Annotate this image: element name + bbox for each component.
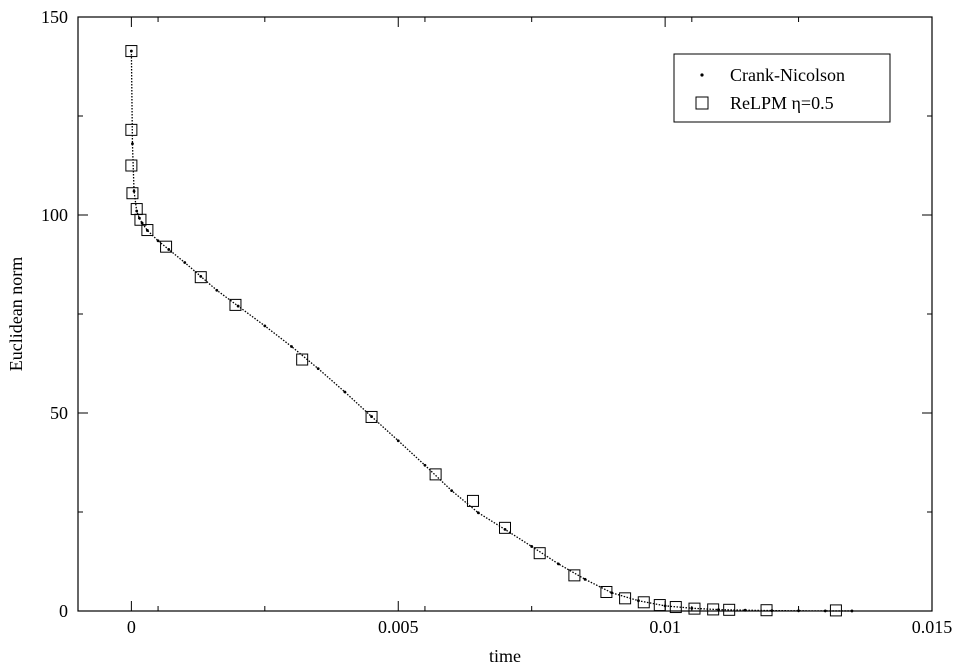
- data-point-crank-nicolson: [797, 609, 800, 613]
- data-point-relpm: [707, 603, 720, 616]
- y-tick-label: 150: [41, 7, 68, 27]
- data-point-relpm: [130, 203, 143, 216]
- data-point-crank-nicolson: [503, 528, 507, 531]
- x-tick-label: 0.005: [378, 617, 419, 637]
- axis-tick-labels: 0 0.005 0.01 0.015 0 50 100 150: [41, 7, 952, 637]
- data-point-relpm: [429, 468, 442, 481]
- y-tick-label: 100: [41, 205, 68, 225]
- data-point-crank-nicolson: [135, 209, 139, 213]
- data-point-crank-nicolson: [423, 463, 427, 467]
- data-point-relpm: [723, 603, 736, 616]
- x-axis-label: time: [489, 646, 521, 666]
- data-point-relpm: [125, 123, 138, 136]
- data-point-crank-nicolson: [823, 609, 827, 613]
- data-point-crank-nicolson: [183, 261, 187, 264]
- data-point-relpm: [619, 592, 632, 605]
- y-tick-label: 0: [59, 601, 68, 621]
- series-points-relpm: [125, 45, 842, 617]
- data-point-relpm: [141, 224, 154, 237]
- data-point-relpm: [688, 602, 701, 615]
- data-point-relpm: [365, 410, 378, 423]
- data-point-crank-nicolson: [215, 288, 219, 292]
- data-point-relpm: [653, 599, 666, 612]
- data-point-crank-nicolson: [316, 367, 320, 371]
- data-point-crank-nicolson: [476, 511, 480, 515]
- series-points-crank-nicolson: [129, 49, 854, 613]
- data-point-relpm: [466, 494, 479, 507]
- data-point-relpm: [533, 547, 546, 560]
- data-point-relpm: [134, 213, 147, 226]
- data-point-crank-nicolson: [556, 562, 560, 566]
- data-point-relpm: [499, 521, 511, 534]
- legend-label-crank-nicolson: Crank-Nicolson: [730, 65, 845, 85]
- data-point-crank-nicolson: [236, 304, 240, 308]
- data-point-crank-nicolson: [145, 229, 149, 232]
- data-point-relpm: [160, 240, 173, 253]
- data-point-crank-nicolson: [167, 248, 171, 251]
- data-point-crank-nicolson: [263, 324, 267, 328]
- data-point-relpm: [126, 187, 139, 200]
- x-tick-label: 0: [127, 617, 136, 637]
- data-point-crank-nicolson: [140, 221, 144, 225]
- legend-label-relpm: ReLPM η=0.5: [730, 93, 834, 113]
- data-point-crank-nicolson: [132, 189, 136, 193]
- data-point-relpm: [669, 601, 682, 614]
- legend-marker-crank-nicolson: [700, 73, 704, 77]
- series-line-crank-nicolson: [130, 51, 852, 612]
- data-point-relpm: [637, 596, 650, 609]
- legend-box: [673, 53, 891, 123]
- data-point-relpm: [229, 298, 242, 311]
- data-point-crank-nicolson: [137, 216, 141, 220]
- y-axis-label: Euclidean norm: [6, 257, 26, 371]
- data-point-crank-nicolson: [131, 142, 134, 146]
- data-point-crank-nicolson: [850, 609, 854, 613]
- x-tick-label: 0.01: [649, 617, 681, 637]
- data-point-crank-nicolson: [199, 274, 203, 278]
- data-point-crank-nicolson: [129, 49, 133, 53]
- x-tick-label: 0.015: [912, 617, 953, 637]
- data-point-relpm: [125, 159, 138, 172]
- data-point-crank-nicolson: [690, 606, 694, 610]
- data-point-crank-nicolson: [290, 345, 293, 348]
- data-point-crank-nicolson: [743, 608, 747, 612]
- data-point-crank-nicolson: [156, 239, 160, 243]
- data-point-relpm: [296, 353, 309, 366]
- data-point-crank-nicolson: [530, 545, 534, 548]
- y-tick-label: 50: [50, 403, 68, 423]
- data-point-crank-nicolson: [343, 390, 347, 394]
- legend: Crank-Nicolson ReLPM η=0.5: [673, 53, 891, 123]
- data-point-crank-nicolson: [396, 439, 400, 443]
- data-point-crank-nicolson: [370, 415, 373, 418]
- data-point-relpm: [125, 45, 138, 58]
- data-point-relpm: [194, 271, 207, 284]
- data-point-relpm: [829, 604, 842, 617]
- data-point-crank-nicolson: [450, 489, 454, 493]
- data-point-relpm: [600, 585, 613, 598]
- data-point-crank-nicolson: [583, 577, 587, 581]
- data-point-relpm: [760, 604, 773, 617]
- data-point-relpm: [568, 569, 581, 582]
- legend-marker-relpm: [695, 96, 709, 110]
